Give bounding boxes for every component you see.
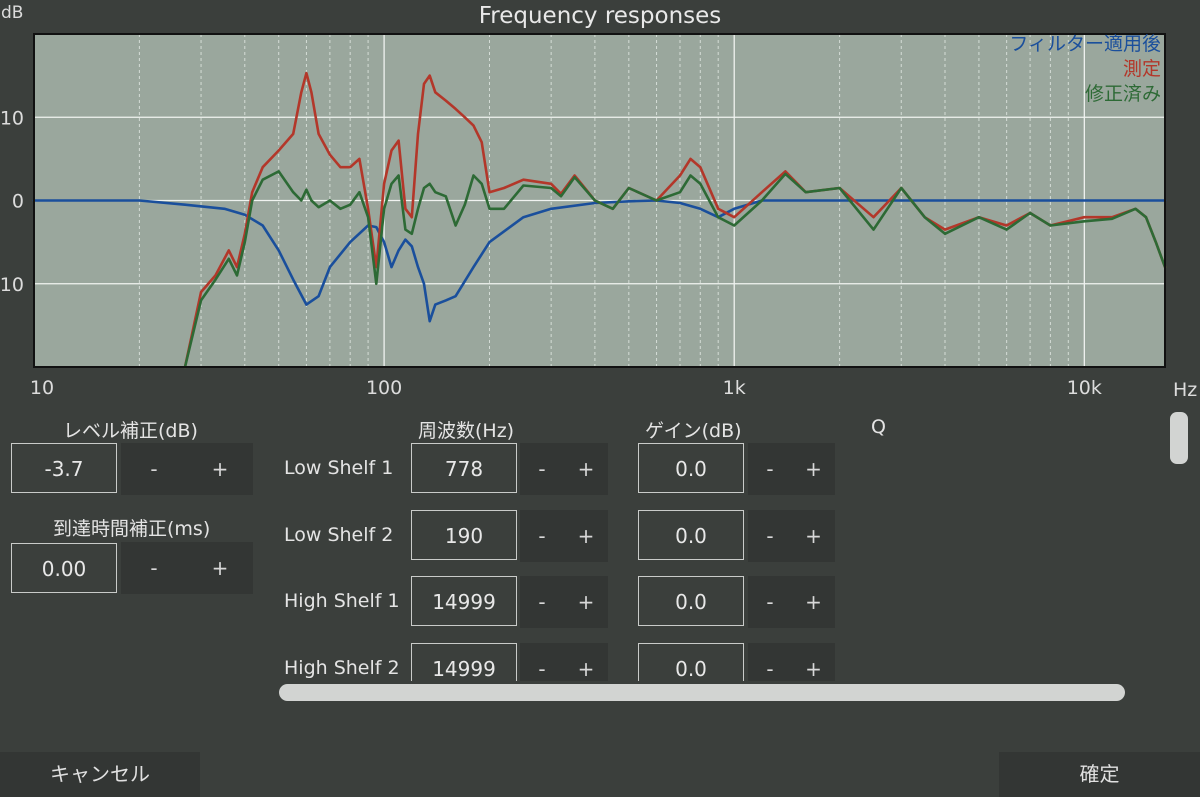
filter-gain-input[interactable]: 0.0 [638,509,744,560]
frequency-stepper: - + [520,509,608,562]
frequency-stepper: - + [520,576,608,628]
gain-stepper: - + [748,443,835,495]
cancel-button[interactable]: キャンセル [0,752,200,797]
frequency-plus-button[interactable]: + [564,642,608,681]
horizontal-scrollbar[interactable] [279,684,1125,701]
gain-minus-button[interactable]: - [748,642,792,681]
filter-row: Low Shelf 1 778- +0.0- + [0,443,1200,495]
series-line-2 [183,170,1167,369]
filter-name: Low Shelf 2 [284,523,394,546]
gain-plus-button[interactable]: + [792,509,835,562]
filter-name: High Shelf 1 [284,590,400,612]
series-line-0 [32,199,1167,323]
legend-entry: フィルター適用後 [1009,33,1161,55]
x-tick-label: 10 [30,377,54,399]
filter-name: Low Shelf 1 [284,457,394,479]
filter-gain-input[interactable]: 0.0 [638,443,744,493]
frequency-minus-button[interactable]: - [520,576,564,628]
gain-minus-button[interactable]: - [748,576,792,628]
q-column-header: Q [871,416,886,438]
arrival-time-stepper: - + [121,542,253,594]
frequency-minus-button[interactable]: - [520,642,564,681]
y-tick-label: 10 [0,107,24,129]
y-tick-label: -10 [0,274,24,296]
gain-plus-button[interactable]: + [792,642,835,681]
x-tick-label: 10k [1067,377,1102,399]
frequency-minus-button[interactable]: - [520,509,564,562]
frequency-minus-button[interactable]: - [520,443,564,495]
filter-frequency-input[interactable]: 778 [411,443,517,493]
gain-plus-button[interactable]: + [792,443,835,495]
legend-entry: 測定 [1123,58,1161,80]
filter-row: High Shelf 2 14999- +0.0- + [0,642,1200,681]
freq-column-header: 周波数(Hz) [418,420,515,442]
filter-frequency-input[interactable]: 14999 [411,576,517,626]
y-axis-unit: dB [1,3,23,23]
y-tick-label: 0 [12,191,24,213]
legend-entry: 修正済み [1085,83,1161,105]
frequency-stepper: - + [520,642,608,681]
filter-gain-input[interactable]: 0.0 [638,576,744,626]
arrival-time-input[interactable]: 0.00 [11,543,117,593]
filter-row: Low Shelf 2 190- +0.0- + [0,509,1200,562]
level-correction-label: レベル補正(dB) [63,420,198,442]
gain-column-header: ゲイン(dB) [645,420,742,442]
level-plus-button[interactable]: + [187,443,253,495]
arrival-time-label: 到達時間補正(ms) [53,518,211,540]
gain-minus-button[interactable]: - [748,509,792,562]
gain-stepper: - + [748,642,835,681]
arrival-plus-button[interactable]: + [187,542,253,594]
x-tick-label: 100 [366,377,402,399]
gain-stepper: - + [748,576,835,628]
frequency-plus-button[interactable]: + [564,576,608,628]
frequency-plus-button[interactable]: + [564,443,608,495]
level-correction-input[interactable]: -3.7 [11,443,117,493]
filter-list: Low Shelf 1 778- +0.0- + Low Shelf 2 190- +0.0… [0,430,1200,681]
filter-gain-input[interactable]: 0.0 [638,642,744,681]
level-minus-button[interactable]: - [121,443,187,495]
frequency-stepper: - + [520,443,608,495]
filter-row: High Shelf 1 14999- +0.0- + [0,576,1200,628]
gain-stepper: - + [748,509,835,562]
x-axis-unit: Hz [1173,379,1197,401]
gain-minus-button[interactable]: - [748,443,792,495]
gain-plus-button[interactable]: + [792,576,835,628]
x-tick-label: 1k [723,377,746,399]
page-title: Frequency responses [478,3,722,29]
filter-name: High Shelf 2 [284,656,400,679]
confirm-button[interactable]: 確定 [999,752,1200,797]
frequency-plus-button[interactable]: + [564,509,608,562]
vertical-scrollbar[interactable] [1170,412,1188,464]
level-correction-stepper: - + [121,443,253,495]
arrival-minus-button[interactable]: - [121,542,187,594]
filter-frequency-input[interactable]: 14999 [411,642,517,681]
filter-frequency-input[interactable]: 190 [411,509,517,560]
plot-border [33,33,1166,368]
